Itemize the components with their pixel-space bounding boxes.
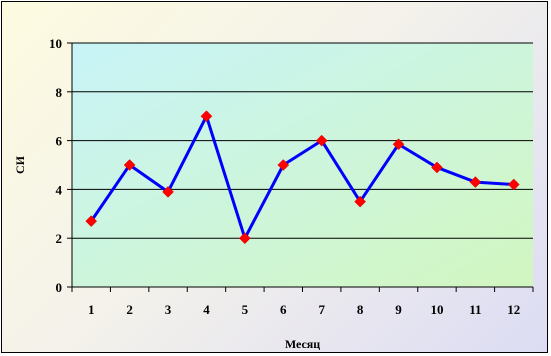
x-axis-title: Месяц <box>285 337 320 351</box>
data-point-marker <box>469 176 482 188</box>
x-tick-label: 11 <box>469 302 481 317</box>
y-tick-label: 0 <box>56 280 63 295</box>
axes <box>67 42 534 292</box>
x-tick-label: 8 <box>357 302 364 317</box>
data-point-marker <box>315 134 328 147</box>
data-point-marker <box>123 159 136 171</box>
data-point-marker <box>431 161 443 174</box>
plot-area <box>72 43 533 287</box>
y-tick-label: 10 <box>49 36 62 51</box>
x-tick-label: 5 <box>242 302 249 317</box>
gridlines <box>72 42 533 239</box>
data-point-marker <box>239 232 251 245</box>
x-tick-label: 2 <box>126 302 133 317</box>
data-point-marker <box>507 178 520 191</box>
data-point-marker <box>392 138 405 151</box>
y-tick-label: 6 <box>56 134 63 149</box>
y-tick-label: 4 <box>56 182 63 197</box>
x-tick-label: 6 <box>280 302 287 317</box>
y-tick-label: 2 <box>56 231 63 246</box>
data-point-marker <box>354 195 366 208</box>
x-tick-label: 7 <box>318 302 325 317</box>
data-point-marker <box>162 185 174 198</box>
y-axis-title: СИ <box>13 155 27 174</box>
x-tick-label: 3 <box>165 302 172 317</box>
x-tick-label: 9 <box>395 302 402 317</box>
series-layer <box>85 110 520 245</box>
x-tick-label: 1 <box>88 302 95 317</box>
x-tick-label: 4 <box>203 302 210 317</box>
y-tick-label: 8 <box>56 85 63 100</box>
x-tick-label: 10 <box>430 302 443 317</box>
x-tick-label: 12 <box>507 302 520 317</box>
data-point-marker <box>277 159 290 171</box>
data-point-marker <box>200 110 213 123</box>
series-line <box>89 114 514 240</box>
data-point-marker <box>85 215 98 227</box>
